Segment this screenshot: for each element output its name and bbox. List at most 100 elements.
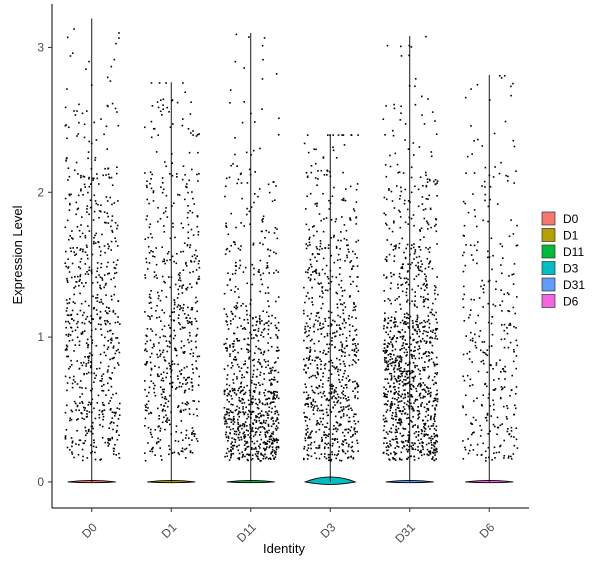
data-point — [352, 415, 355, 418]
data-point — [305, 243, 307, 245]
data-point — [233, 241, 236, 243]
data-point — [409, 337, 412, 339]
data-point — [259, 322, 261, 325]
data-point — [482, 291, 485, 294]
data-point — [252, 242, 255, 245]
data-point — [492, 254, 494, 257]
data-point — [168, 111, 170, 113]
data-point — [235, 33, 238, 36]
data-point — [506, 332, 509, 335]
data-point — [189, 321, 192, 324]
data-point — [271, 416, 274, 419]
data-point — [431, 308, 433, 311]
data-point — [244, 266, 247, 269]
data-point — [352, 265, 354, 268]
data-point — [252, 244, 255, 246]
data-point — [338, 324, 340, 326]
data-point — [398, 275, 401, 278]
data-point — [347, 457, 349, 459]
data-point — [413, 386, 415, 388]
data-point — [330, 237, 332, 239]
data-point — [413, 224, 415, 227]
data-point — [194, 433, 196, 435]
data-point — [272, 454, 274, 457]
data-point — [424, 298, 427, 300]
data-point — [509, 324, 512, 326]
data-point — [159, 430, 161, 432]
data-point — [399, 432, 402, 435]
data-point — [397, 401, 400, 403]
data-point — [271, 439, 274, 442]
data-point — [317, 282, 319, 285]
data-point — [513, 182, 515, 184]
data-point — [264, 449, 266, 452]
data-point — [262, 447, 265, 450]
data-point — [424, 361, 426, 363]
data-point — [323, 447, 326, 450]
data-point — [114, 285, 116, 288]
data-point — [503, 323, 506, 326]
data-point — [408, 434, 411, 436]
data-point — [180, 307, 182, 309]
data-point — [320, 360, 322, 362]
data-point — [312, 400, 314, 402]
data-point — [331, 433, 334, 435]
data-point — [411, 261, 413, 264]
data-point — [66, 404, 68, 407]
data-point — [325, 264, 328, 267]
data-point — [231, 364, 234, 367]
data-point — [176, 176, 178, 178]
data-point — [268, 231, 270, 234]
data-point — [275, 73, 278, 75]
data-point — [469, 314, 471, 316]
data-point — [266, 402, 268, 405]
data-point — [429, 452, 431, 454]
data-point — [507, 428, 509, 430]
data-point — [329, 202, 332, 204]
data-point — [252, 397, 254, 400]
data-point — [177, 405, 180, 407]
data-point — [316, 253, 319, 255]
data-point — [341, 322, 344, 325]
data-point — [267, 342, 269, 344]
data-point — [150, 178, 152, 180]
data-point — [157, 134, 159, 136]
data-point — [144, 349, 146, 352]
data-point — [273, 440, 276, 443]
data-point — [107, 340, 109, 342]
data-point — [325, 436, 327, 439]
data-point — [252, 401, 254, 404]
data-point — [428, 178, 431, 181]
data-point — [323, 174, 326, 176]
data-point — [100, 298, 102, 301]
data-point — [410, 402, 412, 405]
data-point — [346, 450, 349, 453]
data-point — [336, 393, 339, 396]
data-point — [419, 229, 421, 231]
data-point — [73, 319, 75, 322]
data-point — [89, 352, 91, 354]
data-point — [406, 373, 408, 376]
data-point — [500, 371, 502, 373]
data-point — [407, 395, 409, 398]
data-point — [275, 350, 278, 352]
data-point — [246, 313, 248, 316]
data-point — [267, 324, 270, 327]
data-point — [144, 409, 147, 412]
data-point — [188, 320, 191, 323]
data-point — [434, 372, 437, 374]
data-point — [400, 284, 402, 286]
data-point — [169, 368, 172, 370]
data-point — [116, 172, 118, 175]
data-point — [106, 265, 108, 268]
data-point — [173, 260, 175, 263]
x-tick-label: D3 — [318, 520, 339, 541]
data-point — [76, 226, 79, 228]
data-point — [341, 303, 344, 306]
data-point — [337, 253, 340, 256]
data-point — [68, 271, 71, 273]
data-point — [77, 418, 79, 420]
data-point — [252, 373, 255, 376]
data-point — [85, 365, 87, 367]
data-point — [90, 364, 92, 367]
